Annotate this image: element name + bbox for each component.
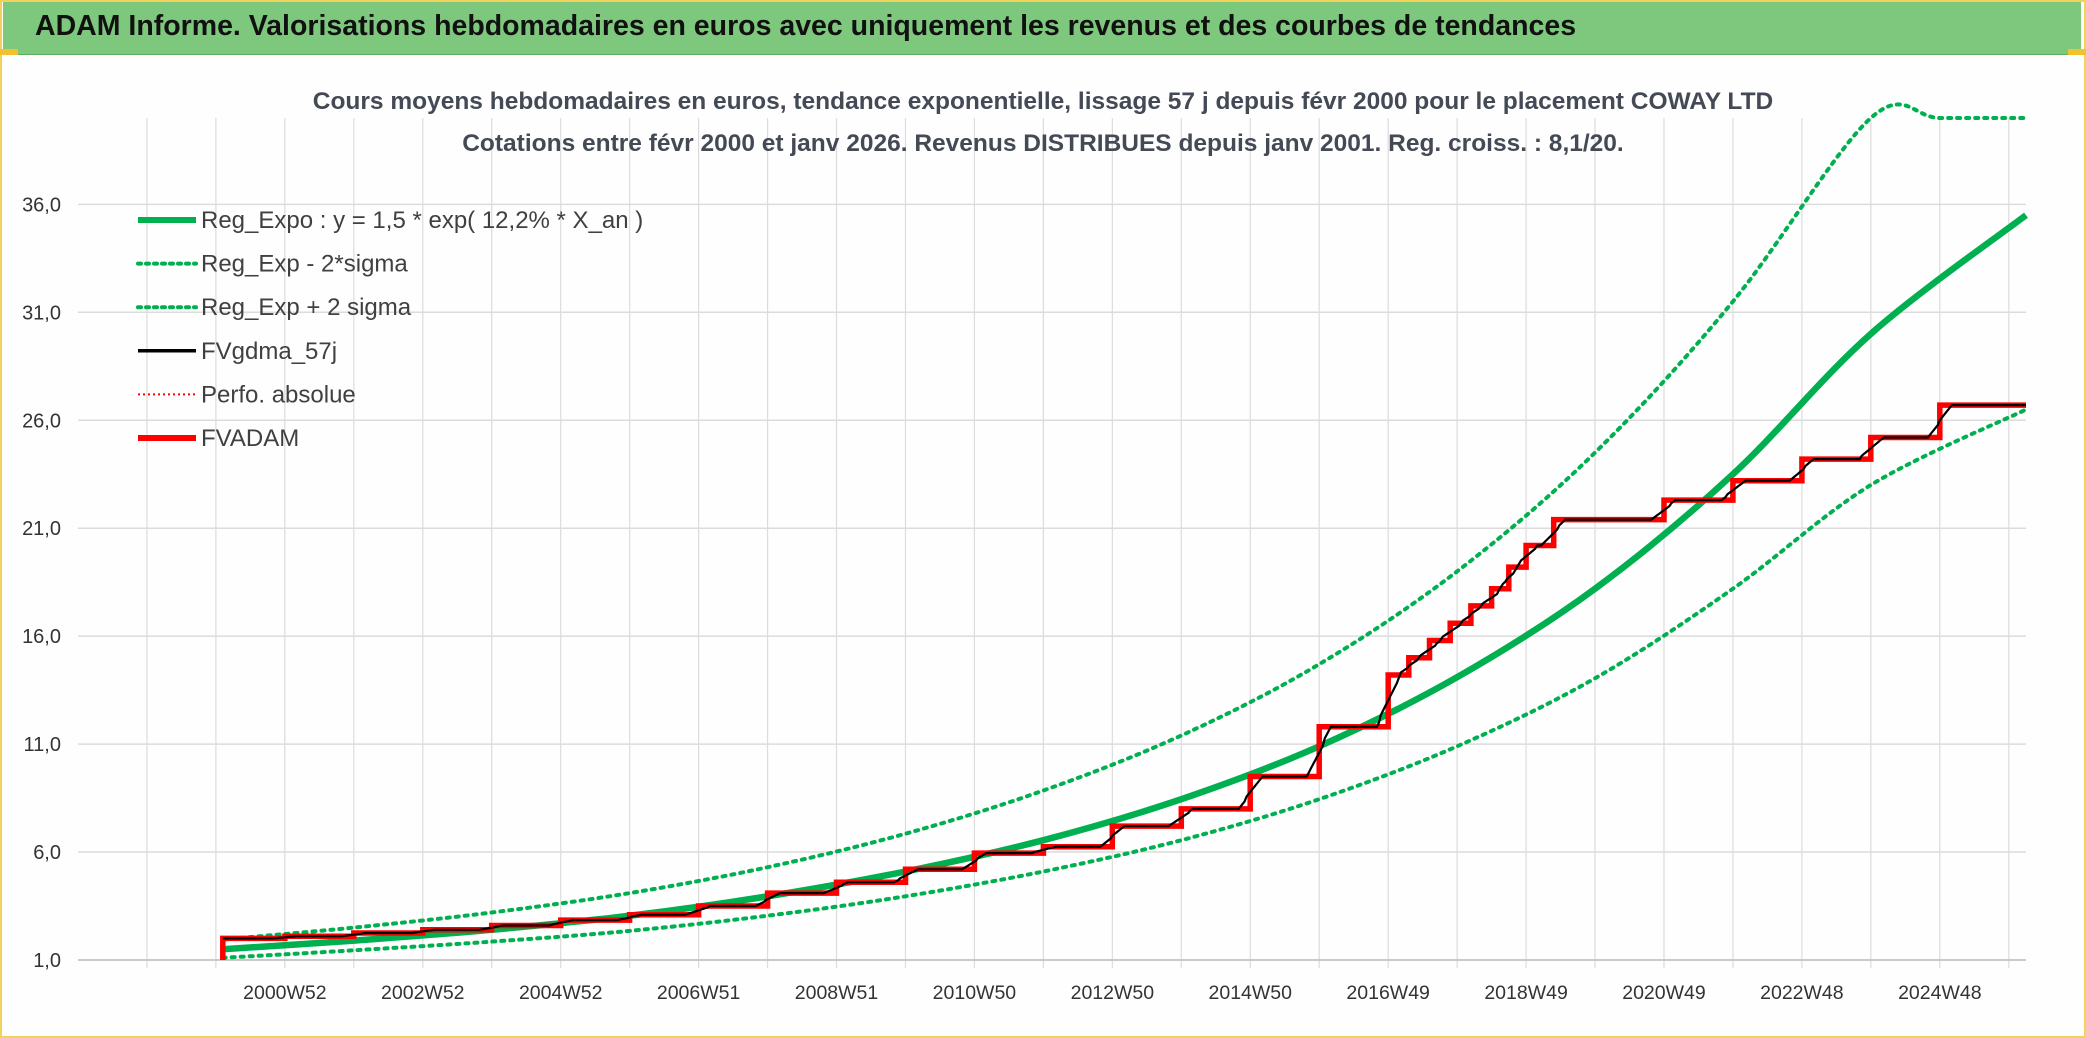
legend-item: Reg_Expo : y = 1,5 * exp( 12,2% * X_an ) bbox=[138, 207, 643, 234]
header-bar: ADAM Informe. Valorisations hebdomadaire… bbox=[3, 2, 2081, 55]
series-reg-expo bbox=[222, 212, 2028, 953]
chart-title-line1: Cours moyens hebdomadaires en euros, ten… bbox=[313, 88, 1774, 115]
series-reg-exp-minus-2sigma bbox=[220, 407, 2028, 960]
legend-label: Reg_Exp + 2 sigma bbox=[201, 294, 412, 321]
chart-grid bbox=[78, 118, 2026, 968]
legend: Reg_Expo : y = 1,5 * exp( 12,2% * X_an )… bbox=[136, 207, 643, 452]
x-tick-label: 2022W48 bbox=[1760, 982, 1843, 1004]
x-tick-label: 2000W52 bbox=[243, 982, 326, 1004]
legend-item: FVgdma_57j bbox=[138, 338, 337, 365]
y-tick-label: 1,0 bbox=[33, 950, 61, 972]
series-fvgdma-57j bbox=[222, 404, 2026, 940]
series-reg-exp-plus-2sigma bbox=[220, 102, 2028, 942]
y-tick-label: 36,0 bbox=[22, 194, 61, 216]
x-tick-label: 2020W49 bbox=[1622, 982, 1705, 1004]
legend-item: FVADAM bbox=[138, 425, 299, 452]
x-tick-label: 2002W52 bbox=[381, 982, 464, 1004]
series-fvadam bbox=[220, 402, 2026, 960]
x-tick-label: 2018W49 bbox=[1484, 982, 1567, 1004]
x-tick-label: 2008W51 bbox=[795, 982, 878, 1004]
series-layer bbox=[220, 102, 2028, 960]
y-tick-label: 6,0 bbox=[33, 842, 61, 864]
x-tick-label: 2014W50 bbox=[1209, 982, 1293, 1004]
legend-label: Reg_Expo : y = 1,5 * exp( 12,2% * X_an ) bbox=[201, 207, 643, 234]
corner-accent-left bbox=[0, 49, 18, 55]
y-tick-label: 11,0 bbox=[24, 734, 61, 756]
report-title: ADAM Informe. Valorisations hebdomadaire… bbox=[35, 10, 1577, 42]
x-tick-label: 2010W50 bbox=[933, 982, 1017, 1004]
y-tick-label: 26,0 bbox=[22, 410, 61, 432]
legend-item: Perfo. absolue bbox=[138, 381, 356, 408]
legend-item: Reg_Exp + 2 sigma bbox=[136, 294, 412, 321]
y-tick-label: 21,0 bbox=[22, 518, 61, 540]
x-tick-label: 2006W51 bbox=[657, 982, 740, 1004]
legend-label: FVADAM bbox=[201, 425, 299, 452]
corner-accent-right bbox=[2068, 49, 2086, 55]
x-tick-label: 2004W52 bbox=[519, 982, 602, 1004]
legend-label: Perfo. absolue bbox=[201, 381, 356, 408]
y-tick-label: 16,0 bbox=[22, 626, 61, 648]
legend-item: Reg_Exp - 2*sigma bbox=[136, 251, 408, 278]
x-tick-label: 2024W48 bbox=[1898, 982, 1981, 1004]
legend-label: Reg_Exp - 2*sigma bbox=[201, 251, 408, 278]
legend-label: FVgdma_57j bbox=[201, 338, 337, 365]
x-tick-label: 2012W50 bbox=[1071, 982, 1155, 1004]
y-tick-label: 31,0 bbox=[22, 302, 61, 324]
chart-title-line2: Cotations entre févr 2000 et janv 2026. … bbox=[462, 130, 1624, 157]
series-perfo-absolue bbox=[222, 404, 2026, 960]
chart-axes: 1,0 6,0 11,0 16,0 21,0 26,0 31,0 36,0 2000W52 200… bbox=[22, 194, 2026, 1004]
x-tick-label: 2016W49 bbox=[1346, 982, 1429, 1004]
